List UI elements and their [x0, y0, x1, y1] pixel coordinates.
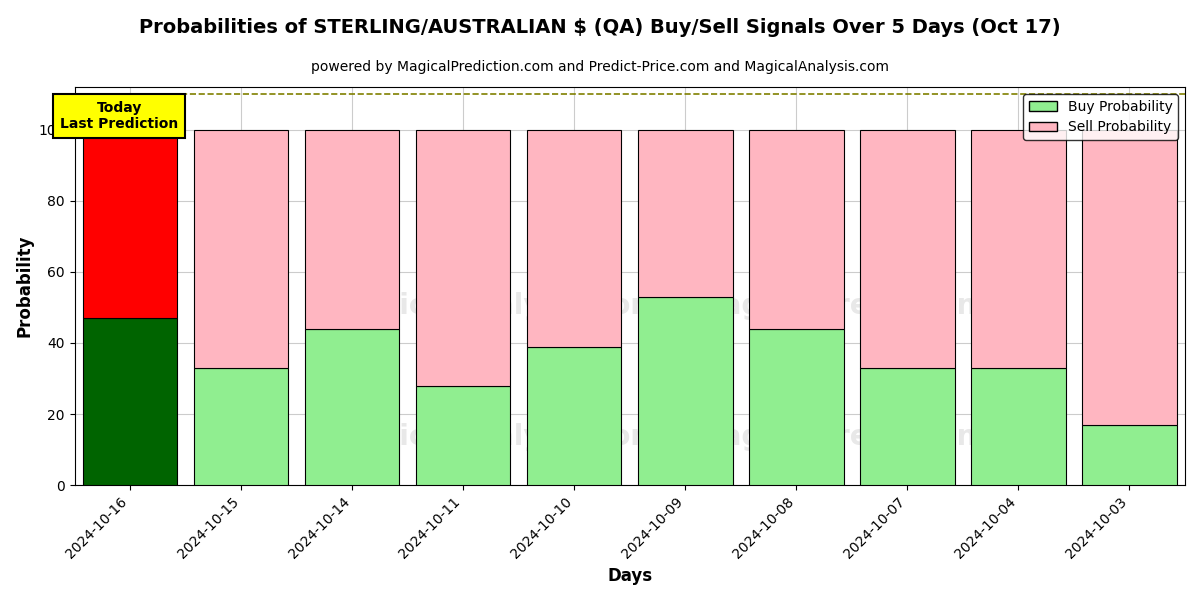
Text: MagicalAnalysis.com: MagicalAnalysis.com	[334, 292, 660, 320]
Bar	[971, 130, 1066, 368]
Bar	[638, 130, 732, 297]
Bar	[749, 130, 844, 329]
Bar	[83, 130, 178, 318]
Bar	[194, 368, 288, 485]
Bar	[305, 329, 400, 485]
Bar	[527, 347, 622, 485]
Bar	[860, 368, 955, 485]
Text: powered by MagicalPrediction.com and Predict-Price.com and MagicalAnalysis.com: powered by MagicalPrediction.com and Pre…	[311, 60, 889, 74]
X-axis label: Days: Days	[607, 567, 653, 585]
Text: MagicalPrediction.com: MagicalPrediction.com	[696, 424, 1052, 451]
Text: Probabilities of STERLING/AUSTRALIAN $ (QA) Buy/Sell Signals Over 5 Days (Oct 17: Probabilities of STERLING/AUSTRALIAN $ (…	[139, 18, 1061, 37]
Bar	[1082, 425, 1177, 485]
Bar	[416, 386, 510, 485]
Text: MagicalPrediction.com: MagicalPrediction.com	[696, 292, 1052, 320]
Bar	[749, 329, 844, 485]
Y-axis label: Probability: Probability	[16, 235, 34, 337]
Bar	[860, 130, 955, 368]
Text: MagicalAnalysis.com: MagicalAnalysis.com	[334, 424, 660, 451]
Bar	[194, 130, 288, 368]
Bar	[305, 130, 400, 329]
Bar	[527, 130, 622, 347]
Bar	[1082, 130, 1177, 425]
Bar	[971, 368, 1066, 485]
Bar	[416, 130, 510, 386]
Legend: Buy Probability, Sell Probability: Buy Probability, Sell Probability	[1024, 94, 1178, 140]
Text: Today
Last Prediction: Today Last Prediction	[60, 101, 178, 131]
Bar	[83, 318, 178, 485]
Bar	[638, 297, 732, 485]
